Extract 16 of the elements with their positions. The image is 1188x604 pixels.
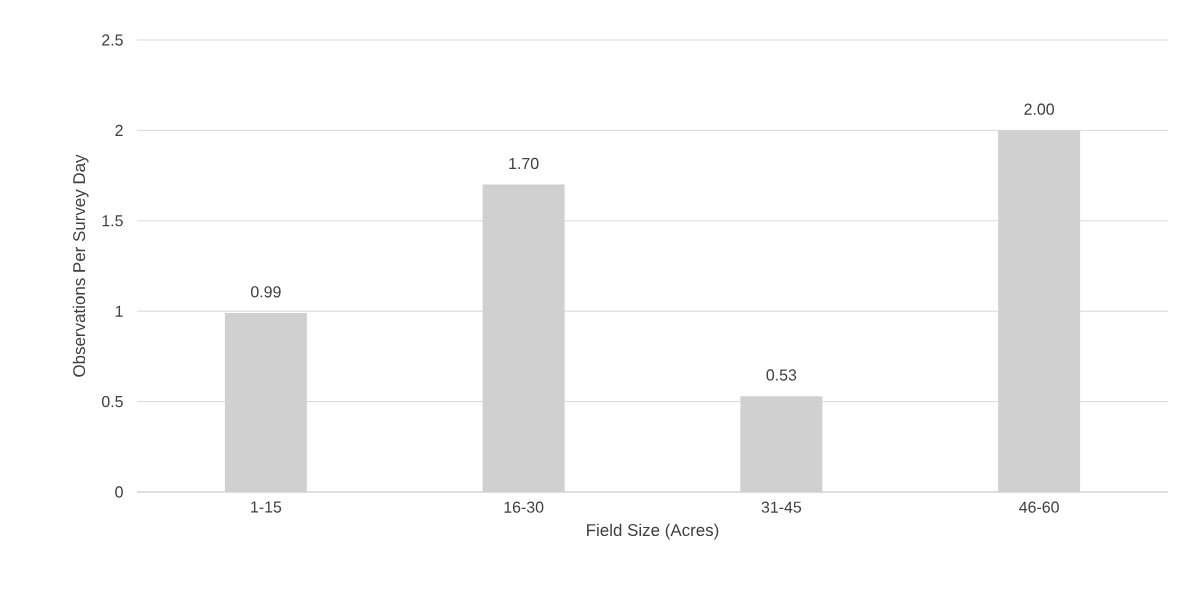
y-tick-label: 1.5 <box>102 215 123 227</box>
x-tick-label: 16-30 <box>504 501 544 513</box>
data-label: 0.99 <box>251 286 281 298</box>
y-axis-title: Observations Per Survey Day <box>72 154 89 377</box>
data-label: 1.70 <box>509 157 539 170</box>
y-tick-label: 0.5 <box>101 395 123 408</box>
x-tick-label: 31-45 <box>761 501 802 513</box>
x-axis-title: Field Size (Acres) <box>587 523 719 540</box>
y-tick-label: 2 <box>115 124 123 136</box>
x-tick-label: 46-60 <box>1019 501 1059 513</box>
data-label: 2.00 <box>1024 103 1054 115</box>
y-tick-label: 2.5 <box>102 34 123 46</box>
y-tick-label: 1 <box>115 305 123 317</box>
x-tick-label: 1-15 <box>251 501 282 513</box>
data-label: 0.53 <box>766 369 797 381</box>
y-tick-label: 0 <box>115 486 123 498</box>
